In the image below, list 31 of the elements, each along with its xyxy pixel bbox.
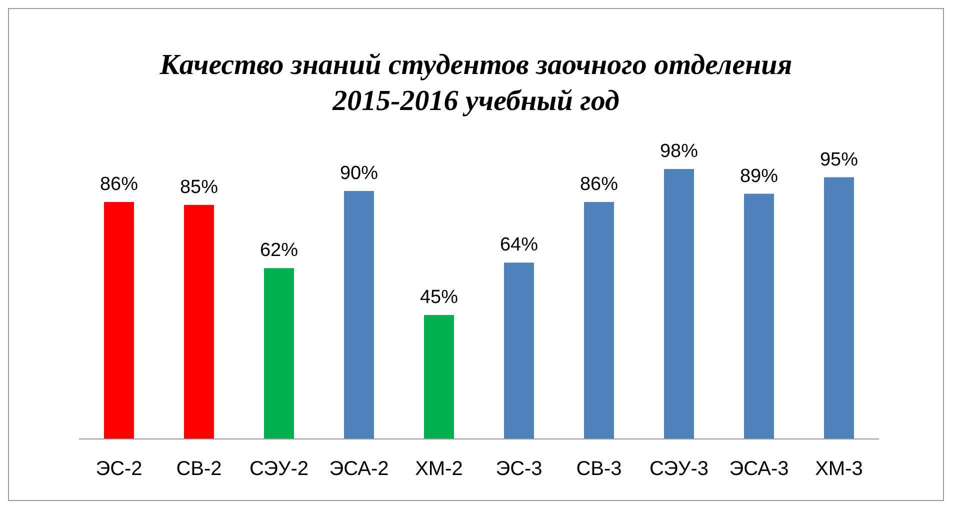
data-label: 95% bbox=[820, 149, 858, 170]
chart-title: Качество знаний студентов заочного отделения 2015-2016 учебный год bbox=[158, 48, 794, 119]
bar bbox=[344, 191, 374, 439]
bar bbox=[264, 268, 294, 439]
data-label: 64% bbox=[500, 234, 538, 256]
bar bbox=[184, 204, 214, 439]
data-label: 62% bbox=[260, 240, 298, 262]
bar bbox=[744, 194, 774, 439]
bar bbox=[824, 177, 854, 439]
x-tick-label: ЭСА-2 bbox=[329, 458, 389, 480]
bar bbox=[424, 315, 454, 439]
data-label: 89% bbox=[740, 166, 778, 187]
data-label: 90% bbox=[340, 163, 378, 184]
bar bbox=[584, 202, 614, 439]
data-label: 85% bbox=[180, 176, 218, 198]
data-label: 86% bbox=[580, 174, 618, 196]
data-label: 98% bbox=[660, 141, 698, 162]
bar bbox=[664, 169, 694, 439]
bar bbox=[504, 262, 534, 439]
data-label: 86% bbox=[100, 174, 138, 196]
data-label: 45% bbox=[420, 287, 458, 308]
x-tick-label: СЭУ-2 bbox=[249, 458, 309, 480]
x-tick-label: ХМ-2 bbox=[415, 458, 463, 480]
x-tick-label: ЭСА-3 bbox=[729, 458, 789, 480]
bar bbox=[104, 202, 134, 439]
x-tick-label: ЭС-2 bbox=[96, 458, 142, 480]
x-tick-label: СЭУ-3 bbox=[649, 458, 709, 480]
x-tick-label: СВ-2 bbox=[176, 458, 222, 480]
x-tick-label: ХМ-3 bbox=[815, 458, 863, 480]
x-tick-label: ЭС-3 bbox=[496, 458, 542, 480]
x-tick-label: СВ-3 bbox=[576, 458, 622, 480]
